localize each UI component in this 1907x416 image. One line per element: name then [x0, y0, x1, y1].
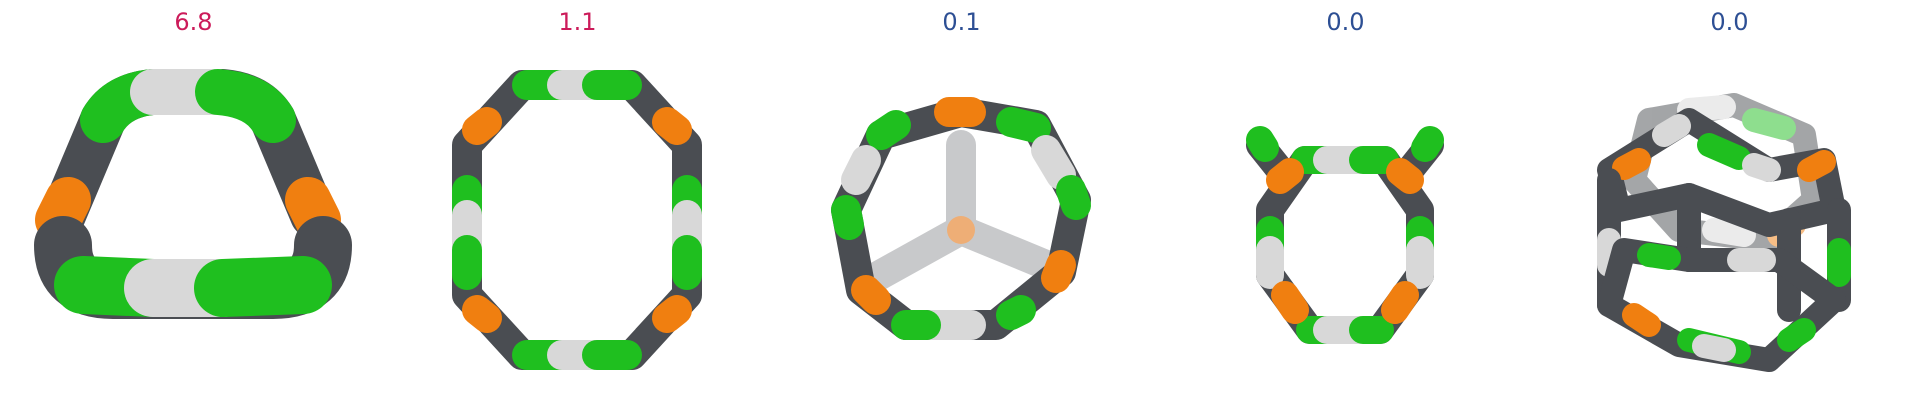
molecule-ring-image — [831, 97, 1091, 340]
structure-panel-5: 0.0 — [1539, 0, 1907, 416]
energy-label: 1.1 — [558, 8, 597, 36]
structure-panel-4: 0.0 — [1155, 0, 1536, 416]
energy-label: 6.8 — [174, 8, 213, 36]
molecule-ring-image — [34, 69, 352, 319]
energy-label: 0.0 — [1326, 8, 1365, 36]
structure-panel-3: 0.1 — [771, 0, 1152, 416]
structure-panel-2: 1.1 — [387, 0, 768, 416]
energy-label: 0.0 — [1710, 8, 1749, 36]
molecule-ring-image — [1597, 93, 1851, 372]
molecule-ring-image — [452, 70, 702, 370]
molecule-ring-image — [1246, 126, 1444, 344]
structure-panel-1: 6.8 — [3, 0, 384, 416]
energy-label: 0.1 — [942, 8, 981, 36]
